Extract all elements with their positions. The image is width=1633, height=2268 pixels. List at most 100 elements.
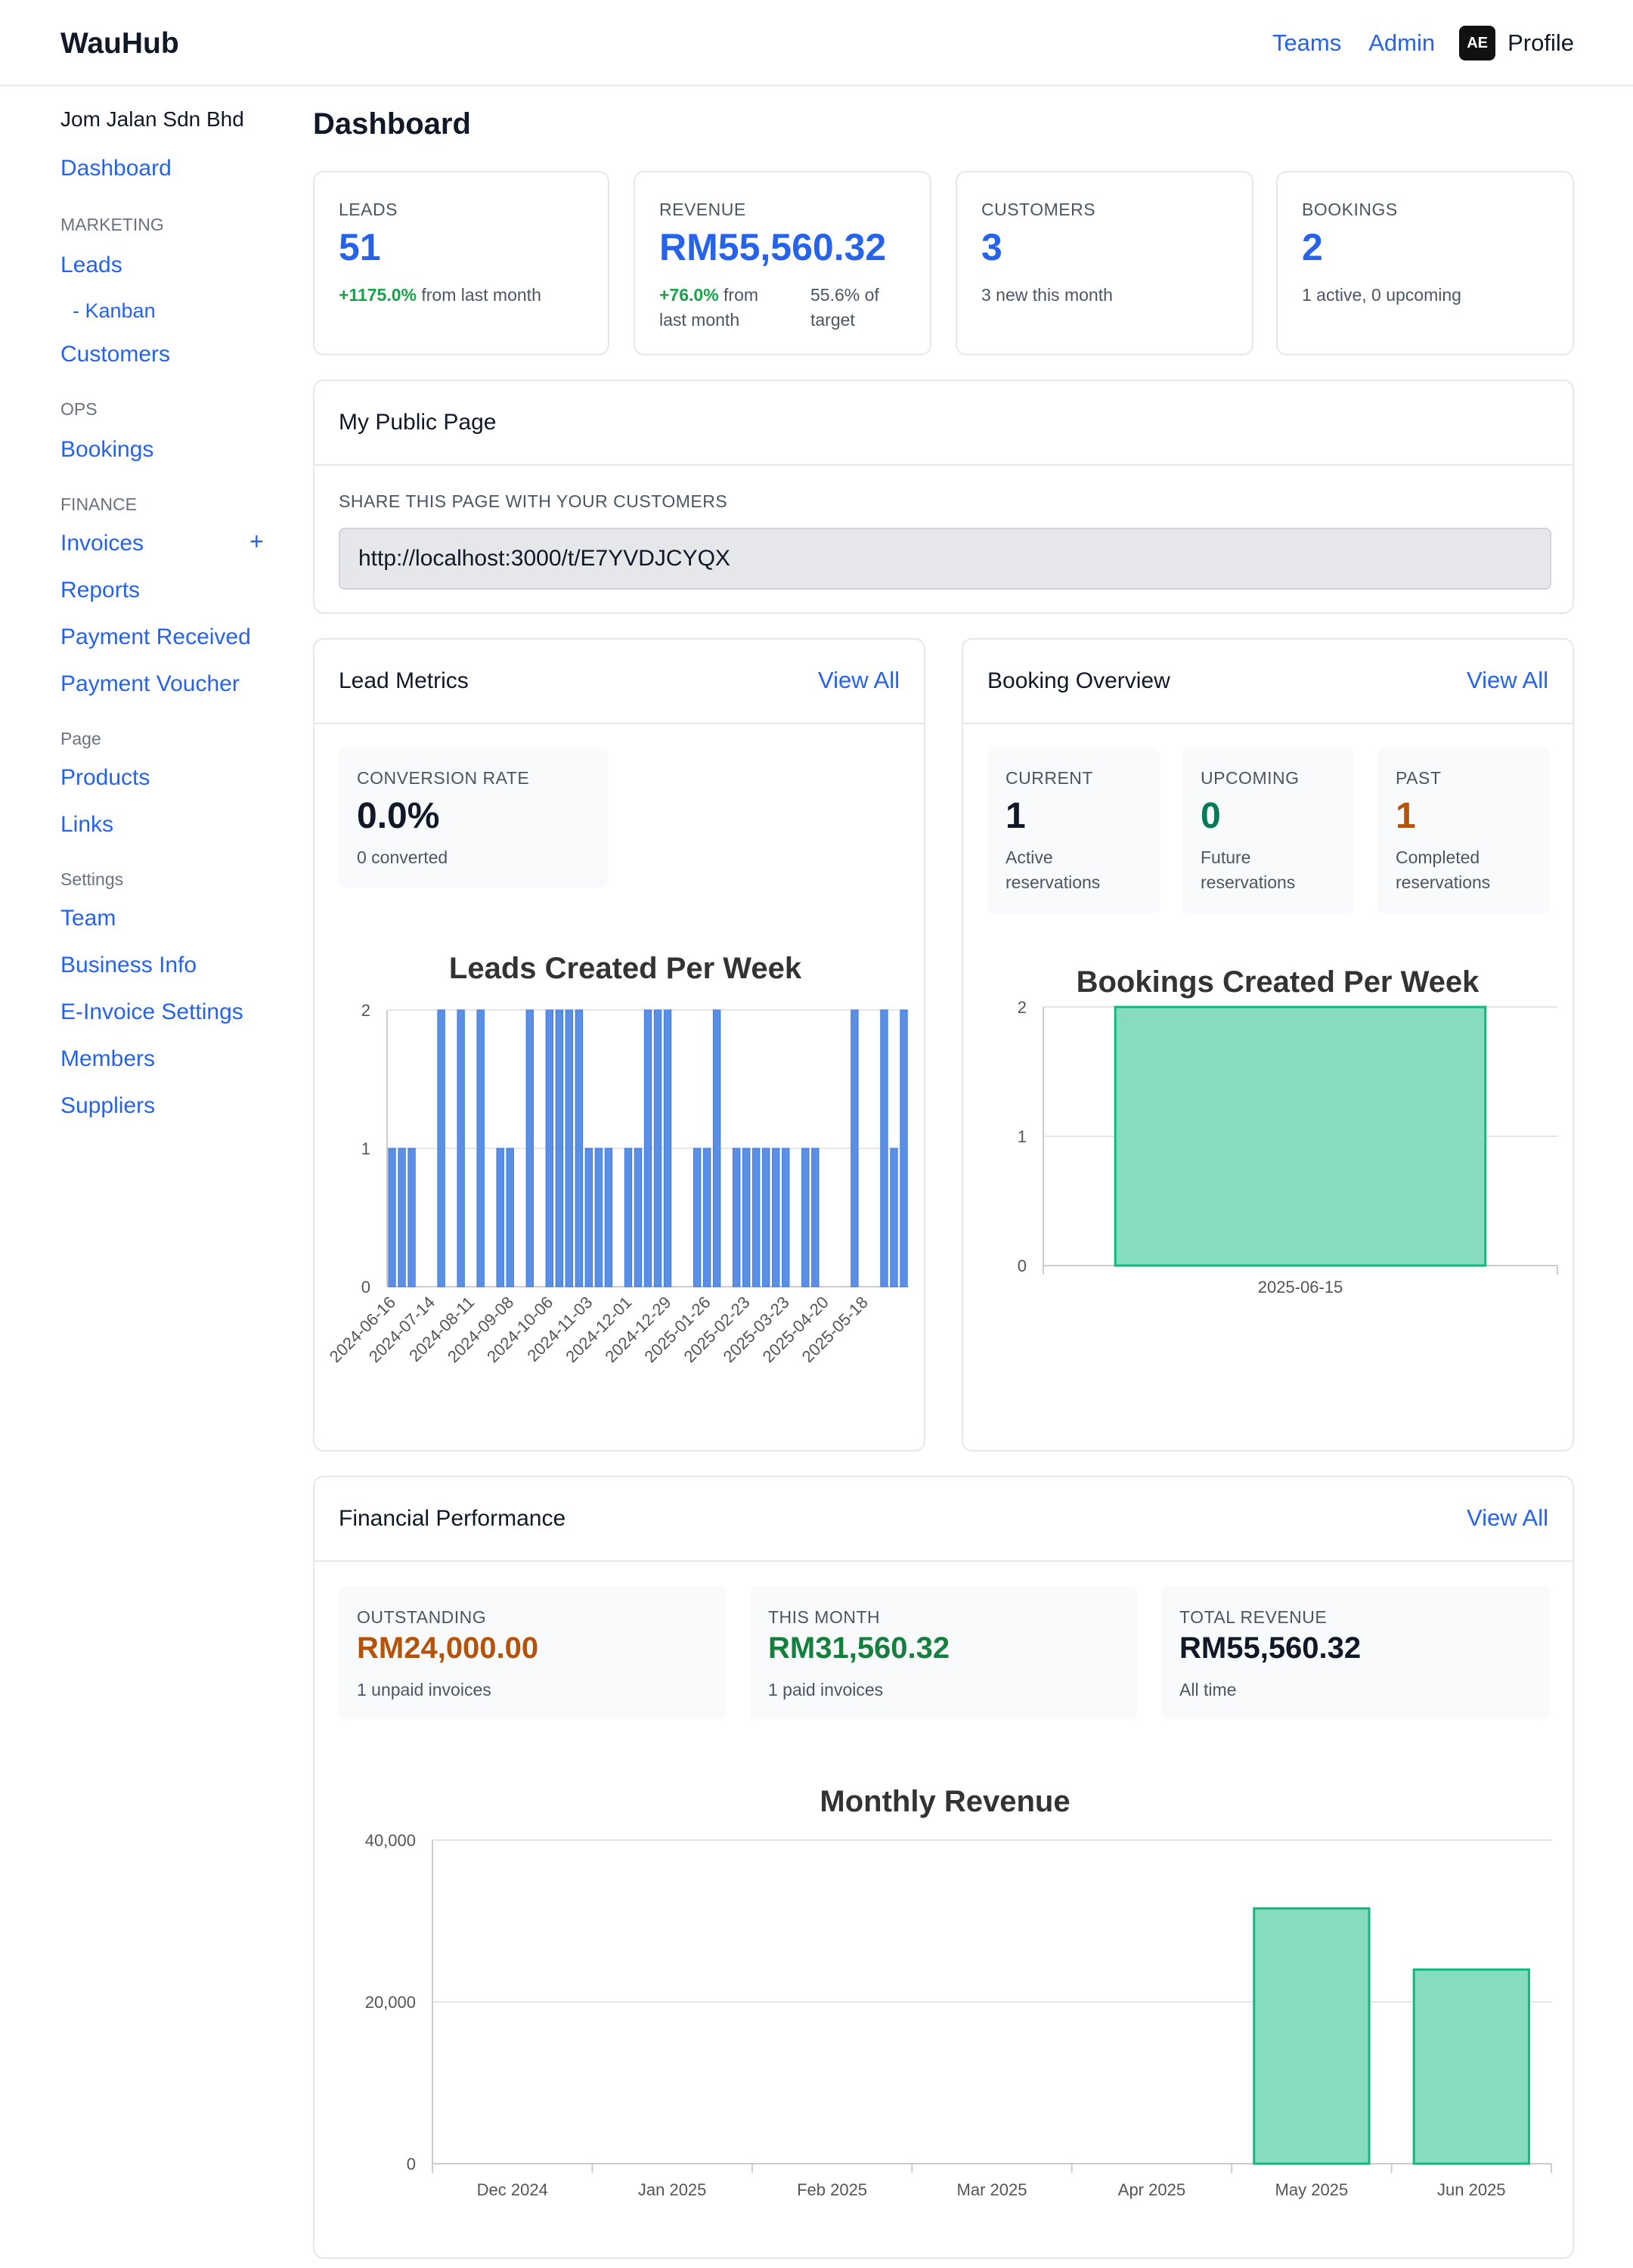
bar [407, 1148, 416, 1287]
target-line-1: 55.6% of [810, 285, 879, 305]
sidebar-item-einvoice-settings[interactable]: E-Invoice Settings [60, 999, 243, 1024]
sidebar-item-team[interactable]: Team [60, 906, 116, 931]
sidebar-item-invoices[interactable]: Invoices [60, 531, 144, 556]
card-title: Financial Performance [339, 1506, 566, 1531]
metric-value: RM55,560.32 [1179, 1631, 1362, 1665]
metric-sub-line-2: reservations [1006, 872, 1101, 892]
top-nav-links: Teams Admin AE Profile [1245, 23, 1574, 63]
sidebar-item-members[interactable]: Members [60, 1046, 156, 1071]
view-all-finance-link[interactable]: View All [1467, 1504, 1548, 1531]
metric-sub-line-1: Future [1201, 847, 1251, 867]
stat-label: REVENUE [659, 200, 746, 219]
x-tick-label: Apr 2025 [1118, 2180, 1185, 2199]
conversion-rate-box: CONVERSION RATE 0.0% 0 converted [339, 748, 608, 888]
sidebar-item-payment-received[interactable]: Payment Received [60, 624, 251, 649]
sidebar-item-products[interactable]: Products [60, 765, 150, 790]
x-tick-label: Mar 2025 [957, 2180, 1027, 2199]
stat-label: LEADS [339, 200, 398, 219]
stat-sub: 1 active, 0 upcoming [1302, 285, 1461, 305]
x-tick-label: May 2025 [1275, 2180, 1349, 2199]
bar [437, 1009, 445, 1287]
stat-change: +76.0% from last month [659, 283, 795, 333]
booking-overview-card: Booking Overview View All CURRENT 1 Acti… [962, 638, 1574, 1452]
bar [811, 1148, 820, 1287]
brand-logo[interactable]: WauHub [60, 27, 179, 60]
page-title: Dashboard [313, 107, 471, 141]
metric-value: 0 [1201, 796, 1221, 836]
public-url-field[interactable]: http://localhost:3000/t/E7YVDJCYQX [339, 528, 1551, 590]
bar [663, 1009, 672, 1287]
metric-label: OUTSTANDING [357, 1607, 487, 1627]
nav-teams-link[interactable]: Teams [1272, 29, 1342, 56]
bar [880, 1009, 888, 1287]
lead-metrics-card: Lead Metrics View All CONVERSION RATE 0.… [313, 638, 925, 1452]
outstanding-box: OUTSTANDING RM24,000.00 1 unpaid invoice… [339, 1586, 726, 1719]
card-title: Lead Metrics [339, 668, 469, 693]
bar [624, 1148, 633, 1287]
company-name: Jom Jalan Sdn Bhd [60, 107, 244, 131]
sidebar-item-customers[interactable]: Customers [60, 342, 171, 367]
target-line-2: target [810, 310, 855, 330]
metric-label: CURRENT [1006, 768, 1093, 788]
change-percent: +76.0% [659, 285, 719, 305]
bar [1412, 1968, 1530, 2165]
bar [782, 1148, 790, 1287]
card-title: Booking Overview [987, 668, 1170, 693]
bar [752, 1148, 761, 1287]
sidebar-item-payment-voucher[interactable]: Payment Voucher [60, 671, 240, 696]
section-page: Page [60, 729, 101, 748]
bar [653, 1009, 662, 1287]
x-tick-label: Jan 2025 [638, 2180, 707, 2199]
bar [476, 1009, 485, 1287]
bar [565, 1009, 574, 1287]
bar [890, 1148, 898, 1287]
sidebar-item-bookings[interactable]: Bookings [60, 437, 154, 462]
sidebar-item-suppliers[interactable]: Suppliers [60, 1093, 156, 1118]
metric-label: CONVERSION RATE [357, 768, 530, 788]
bar [712, 1009, 721, 1287]
bar [643, 1009, 652, 1287]
metric-label: PAST [1396, 768, 1442, 788]
card-title: My Public Page [339, 410, 497, 435]
metric-sub: 1 paid invoices [768, 1680, 884, 1699]
bar [525, 1009, 534, 1287]
x-tick-label: Feb 2025 [797, 2180, 867, 2199]
stat-change: +1175.0% from last month [339, 283, 541, 308]
x-tick-label: Dec 2024 [477, 2180, 548, 2199]
profile-menu[interactable]: AE Profile [1459, 26, 1574, 60]
view-all-leads-link[interactable]: View All [818, 667, 900, 693]
metric-label: TOTAL REVENUE [1179, 1607, 1328, 1627]
sidebar-item-business-info[interactable]: Business Info [60, 953, 197, 978]
change-suffix: from [724, 285, 759, 305]
section-marketing: MARKETING [60, 215, 164, 234]
chart-title: Bookings Created Per Week [1077, 965, 1480, 999]
stat-card-customers: CUSTOMERS 3 3 new this month [956, 171, 1253, 355]
y-tick-label: 0 [361, 1278, 370, 1297]
bar [742, 1148, 751, 1287]
share-label: SHARE THIS PAGE WITH YOUR CUSTOMERS [339, 491, 728, 511]
stat-value: RM55,560.32 [659, 226, 887, 268]
card-header: Financial Performance View All [315, 1477, 1573, 1562]
sidebar-item-kanban[interactable]: - Kanban [73, 299, 156, 322]
stat-value: 2 [1302, 226, 1323, 268]
stat-sub: 3 new this month [981, 285, 1113, 305]
metric-sub: Completed reservations [1396, 845, 1490, 895]
sidebar-item-leads[interactable]: Leads [60, 253, 122, 277]
sidebar-item-reports[interactable]: Reports [60, 578, 141, 603]
bar [702, 1148, 711, 1287]
stat-value: 3 [981, 226, 1002, 268]
y-tick-label: 2 [361, 1001, 370, 1020]
card-header: Booking Overview View All [963, 640, 1573, 724]
metric-sub-line-1: Active [1006, 847, 1053, 867]
add-invoice-button[interactable]: + [249, 528, 264, 555]
y-tick-label: 0 [407, 2155, 416, 2174]
bar [851, 1009, 859, 1287]
metric-label: THIS MONTH [768, 1607, 881, 1627]
y-tick-label: 0 [1018, 1256, 1027, 1275]
card-header: My Public Page [315, 381, 1573, 466]
nav-admin-link[interactable]: Admin [1368, 29, 1436, 56]
y-tick-label: 1 [1018, 1127, 1027, 1146]
sidebar-item-links[interactable]: Links [60, 812, 114, 837]
view-all-bookings-link[interactable]: View All [1467, 667, 1548, 693]
sidebar-item-dashboard[interactable]: Dashboard [60, 156, 172, 181]
